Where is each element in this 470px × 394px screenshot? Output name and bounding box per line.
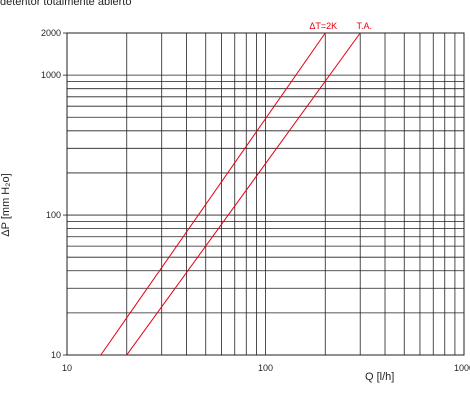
series-labels: ΔT=2K T.A. bbox=[309, 21, 372, 31]
grid-lines bbox=[67, 33, 464, 355]
series-lines bbox=[100, 32, 361, 356]
y-tick-label: 2000 bbox=[41, 28, 61, 38]
series-label: T.A. bbox=[356, 21, 372, 31]
y-axis-label: ΔP [mm H₂o] bbox=[0, 173, 12, 237]
series-line bbox=[126, 32, 361, 356]
y-tick-label: 1000 bbox=[41, 70, 61, 80]
chart-title: detentor totalmente abierto bbox=[0, 0, 132, 8]
x-axis-label: Q [l/h] bbox=[365, 371, 395, 383]
plot-frame bbox=[66, 32, 465, 356]
x-tick-labels: 10 100 1000 bbox=[62, 363, 470, 373]
series-label: ΔT=2K bbox=[309, 21, 337, 31]
y-tick-labels: 10 100 1000 2000 bbox=[41, 28, 67, 360]
x-tick-label: 1000 bbox=[454, 363, 470, 373]
y-tick-label: 10 bbox=[51, 350, 61, 360]
series-line bbox=[100, 32, 326, 356]
x-tick-label: 10 bbox=[62, 363, 72, 373]
x-tick-label: 100 bbox=[258, 363, 273, 373]
y-tick-label: 100 bbox=[46, 210, 61, 220]
